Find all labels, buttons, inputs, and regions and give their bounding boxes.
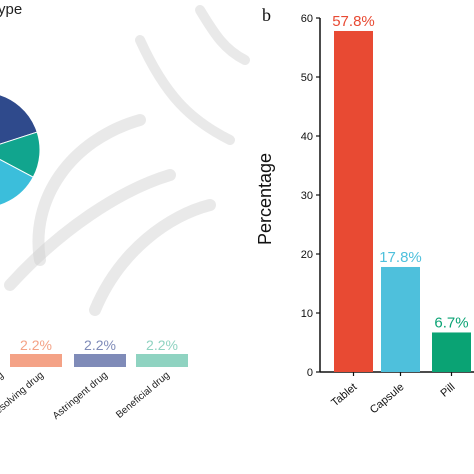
y-tick-label-5: 50 [301,72,313,84]
watermark-stroke-4 [195,5,250,65]
y-tick-label-4: 40 [301,131,313,143]
y-tick-label-2: 20 [301,249,313,261]
panel-b-letter: b [262,5,271,25]
y-axis-label: Percentage [255,153,275,245]
legend-bars: rug 2.2% Phlegm-resolving drug 2.2% Astringe… [0,337,188,443]
bar-pill [432,332,471,372]
data-label-capsule: 17.8% [379,249,422,266]
legend-bar-1 [10,354,62,367]
pie-slice-0 [0,94,38,145]
y-tick-label-0: 0 [307,367,313,379]
data-label-pill: 6.7% [434,314,468,331]
y-tick-label-1: 10 [301,308,313,320]
bars: 57.8% 17.8% 6.7% [332,13,471,372]
watermark-stroke-2 [89,199,216,316]
legend-bar-label-1: Phlegm-resolving drug [0,370,46,443]
watermark [4,5,250,316]
y-tick-label-3: 30 [301,190,313,202]
legend-bar-2 [74,354,126,367]
bar-tablet [334,30,373,372]
x-tick-labels: Tablet Capsule Pill [329,372,457,416]
data-label-tablet: 57.8% [332,13,375,30]
pie-chart [0,94,41,206]
legend-bar-label-3: Beneficial drug [114,370,172,421]
y-tick-label-6: 60 [301,13,313,25]
legend-bar-value-1: 2.2% [20,337,52,353]
legend-bar-3 [136,354,188,367]
watermark-stroke-1 [4,169,176,291]
x-tick-label-tablet: Tablet [329,381,359,409]
panel-b: b Percentage 0 10 20 30 40 50 60 57.8% 17.8% 6.7… [255,5,474,416]
watermark-stroke-3 [135,35,235,145]
watermark-stroke-0 [32,114,146,266]
legend-bar-label-2: Astringent drug [51,370,110,422]
legend-bar-value-3: 2.2% [146,337,178,353]
x-tick-label-capsule: Capsule [368,381,407,416]
panel-a-title: ype [0,1,22,18]
legend-bar-value-2: 2.2% [84,337,116,353]
x-tick-label-pill: Pill [438,381,457,400]
pie-slice-2 [0,159,34,206]
legend-bar-label-0: rug [0,370,6,388]
bar-capsule [381,266,420,372]
